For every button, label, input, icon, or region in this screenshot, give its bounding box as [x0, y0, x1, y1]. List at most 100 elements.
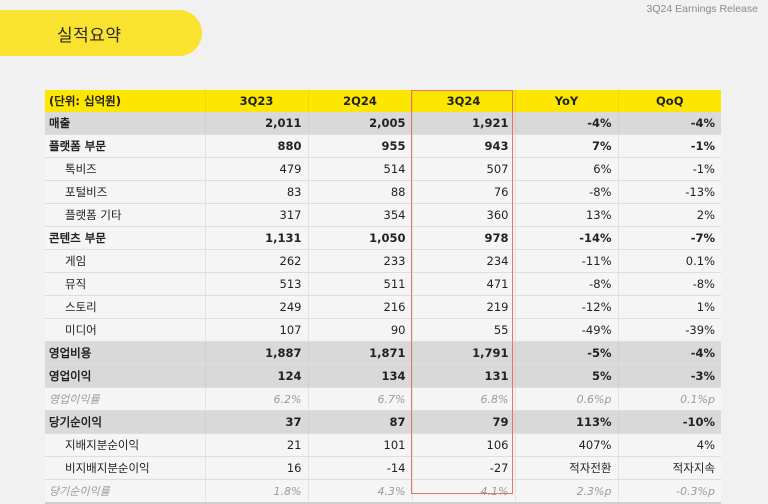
cell-3q24: 131: [412, 364, 516, 388]
cell-qoq: 0.1%: [618, 249, 721, 273]
cell-3q24: 6.8%: [412, 387, 516, 411]
cell-3q23: 1.8%: [205, 479, 309, 504]
header-yoy: YoY: [515, 90, 619, 112]
cell-3q23: 262: [205, 249, 309, 273]
cell-qoq: -3%: [618, 364, 721, 388]
table-header-row: (단위: 십억원) 3Q23 2Q24 3Q24 YoY QoQ: [45, 90, 721, 112]
cell-2q24: 354: [308, 203, 413, 227]
cell-2q24: -14: [308, 456, 413, 480]
table-row-content: 콘텐츠 부문 1,131 1,050 978 -14% -7%: [45, 226, 721, 250]
table-row-game: 게임 262 233 234 -11% 0.1%: [45, 249, 721, 273]
row-label: 미디어: [45, 318, 206, 342]
table-row-talkbiz: 톡비즈 479 514 507 6% -1%: [45, 157, 721, 181]
cell-3q23: 249: [205, 295, 309, 319]
cell-3q23: 83: [205, 180, 309, 204]
cell-yoy: 13%: [515, 203, 619, 227]
page-title: 실적요약: [57, 25, 122, 46]
cell-yoy: 적자전환: [515, 456, 619, 480]
earnings-table-container: (단위: 십억원) 3Q23 2Q24 3Q24 YoY QoQ 매출 2,01…: [45, 90, 721, 504]
row-label: 톡비즈: [45, 157, 206, 181]
row-label: 게임: [45, 249, 206, 273]
cell-yoy: -14%: [515, 226, 619, 250]
row-label: 포털비즈: [45, 180, 206, 204]
cell-qoq: -13%: [618, 180, 721, 204]
header-3q24: 3Q24: [412, 90, 516, 112]
row-label: 스토리: [45, 295, 206, 319]
row-label: 콘텐츠 부문: [45, 226, 206, 250]
cell-3q24: -27: [412, 456, 516, 480]
table-row-operating-margin: 영업이익률 6.2% 6.7% 6.8% 0.6%p 0.1%p: [45, 387, 721, 411]
cell-3q24: 978: [412, 226, 516, 250]
table-row-net-margin: 당기순이익률 1.8% 4.3% 4.1% 2.3%p -0.3%p: [45, 479, 721, 504]
cell-3q23: 317: [205, 203, 309, 227]
cell-2q24: 233: [308, 249, 413, 273]
cell-qoq: -10%: [618, 410, 721, 434]
table-row-music: 뮤직 513 511 471 -8% -8%: [45, 272, 721, 296]
cell-qoq: -7%: [618, 226, 721, 250]
cell-3q24: 234: [412, 249, 516, 273]
cell-3q24: 79: [412, 410, 516, 434]
row-label: 당기순이익: [45, 410, 206, 434]
cell-3q24: 507: [412, 157, 516, 181]
header-unit: (단위: 십억원): [45, 90, 206, 112]
cell-3q23: 880: [205, 134, 309, 158]
cell-3q23: 37: [205, 410, 309, 434]
cell-3q23: 107: [205, 318, 309, 342]
cell-yoy: 7%: [515, 134, 619, 158]
cell-3q24: 360: [412, 203, 516, 227]
header-2q24: 2Q24: [308, 90, 413, 112]
table-row-platform: 플랫폼 부문 880 955 943 7% -1%: [45, 134, 721, 158]
row-label: 플랫폼 기타: [45, 203, 206, 227]
cell-qoq: 2%: [618, 203, 721, 227]
cell-2q24: 87: [308, 410, 413, 434]
header-qoq: QoQ: [618, 90, 721, 112]
cell-2q24: 101: [308, 433, 413, 457]
row-label: 플랫폼 부문: [45, 134, 206, 158]
cell-qoq: 적자지속: [618, 456, 721, 480]
cell-qoq: 4%: [618, 433, 721, 457]
table-row-revenue: 매출 2,011 2,005 1,921 -4% -4%: [45, 112, 721, 135]
cell-yoy: 113%: [515, 410, 619, 434]
table-row-operating-income: 영업이익 124 134 131 5% -3%: [45, 364, 721, 388]
cell-qoq: -1%: [618, 134, 721, 158]
cell-yoy: 6%: [515, 157, 619, 181]
cell-qoq: -4%: [618, 112, 721, 135]
table-row-non-controlling-interest: 비지배지분순이익 16 -14 -27 적자전환 적자지속: [45, 456, 721, 480]
cell-2q24: 4.3%: [308, 479, 413, 504]
cell-3q24: 1,921: [412, 112, 516, 135]
table-row-platform-other: 플랫폼 기타 317 354 360 13% 2%: [45, 203, 721, 227]
cell-3q24: 4.1%: [412, 479, 516, 504]
cell-yoy: 5%: [515, 364, 619, 388]
cell-3q23: 479: [205, 157, 309, 181]
earnings-table: (단위: 십억원) 3Q23 2Q24 3Q24 YoY QoQ 매출 2,01…: [45, 90, 721, 504]
cell-2q24: 2,005: [308, 112, 413, 135]
header-3q23: 3Q23: [205, 90, 309, 112]
cell-2q24: 134: [308, 364, 413, 388]
cell-yoy: -4%: [515, 112, 619, 135]
title-banner: 실적요약: [0, 10, 202, 56]
cell-yoy: 407%: [515, 433, 619, 457]
cell-qoq: -8%: [618, 272, 721, 296]
cell-yoy: 0.6%p: [515, 387, 619, 411]
cell-3q23: 513: [205, 272, 309, 296]
cell-3q24: 76: [412, 180, 516, 204]
cell-yoy: -8%: [515, 180, 619, 204]
cell-yoy: -8%: [515, 272, 619, 296]
cell-3q23: 124: [205, 364, 309, 388]
cell-qoq: 1%: [618, 295, 721, 319]
cell-3q24: 471: [412, 272, 516, 296]
cell-yoy: 2.3%p: [515, 479, 619, 504]
table-row-controlling-interest: 지배지분순이익 21 101 106 407% 4%: [45, 433, 721, 457]
row-label: 영업이익: [45, 364, 206, 388]
cell-yoy: -12%: [515, 295, 619, 319]
cell-qoq: 0.1%p: [618, 387, 721, 411]
cell-qoq: -1%: [618, 157, 721, 181]
cell-2q24: 955: [308, 134, 413, 158]
cell-2q24: 1,050: [308, 226, 413, 250]
cell-3q23: 16: [205, 456, 309, 480]
table-row-story: 스토리 249 216 219 -12% 1%: [45, 295, 721, 319]
cell-3q23: 1,887: [205, 341, 309, 365]
cell-3q24: 55: [412, 318, 516, 342]
row-label: 매출: [45, 112, 206, 135]
cell-2q24: 90: [308, 318, 413, 342]
